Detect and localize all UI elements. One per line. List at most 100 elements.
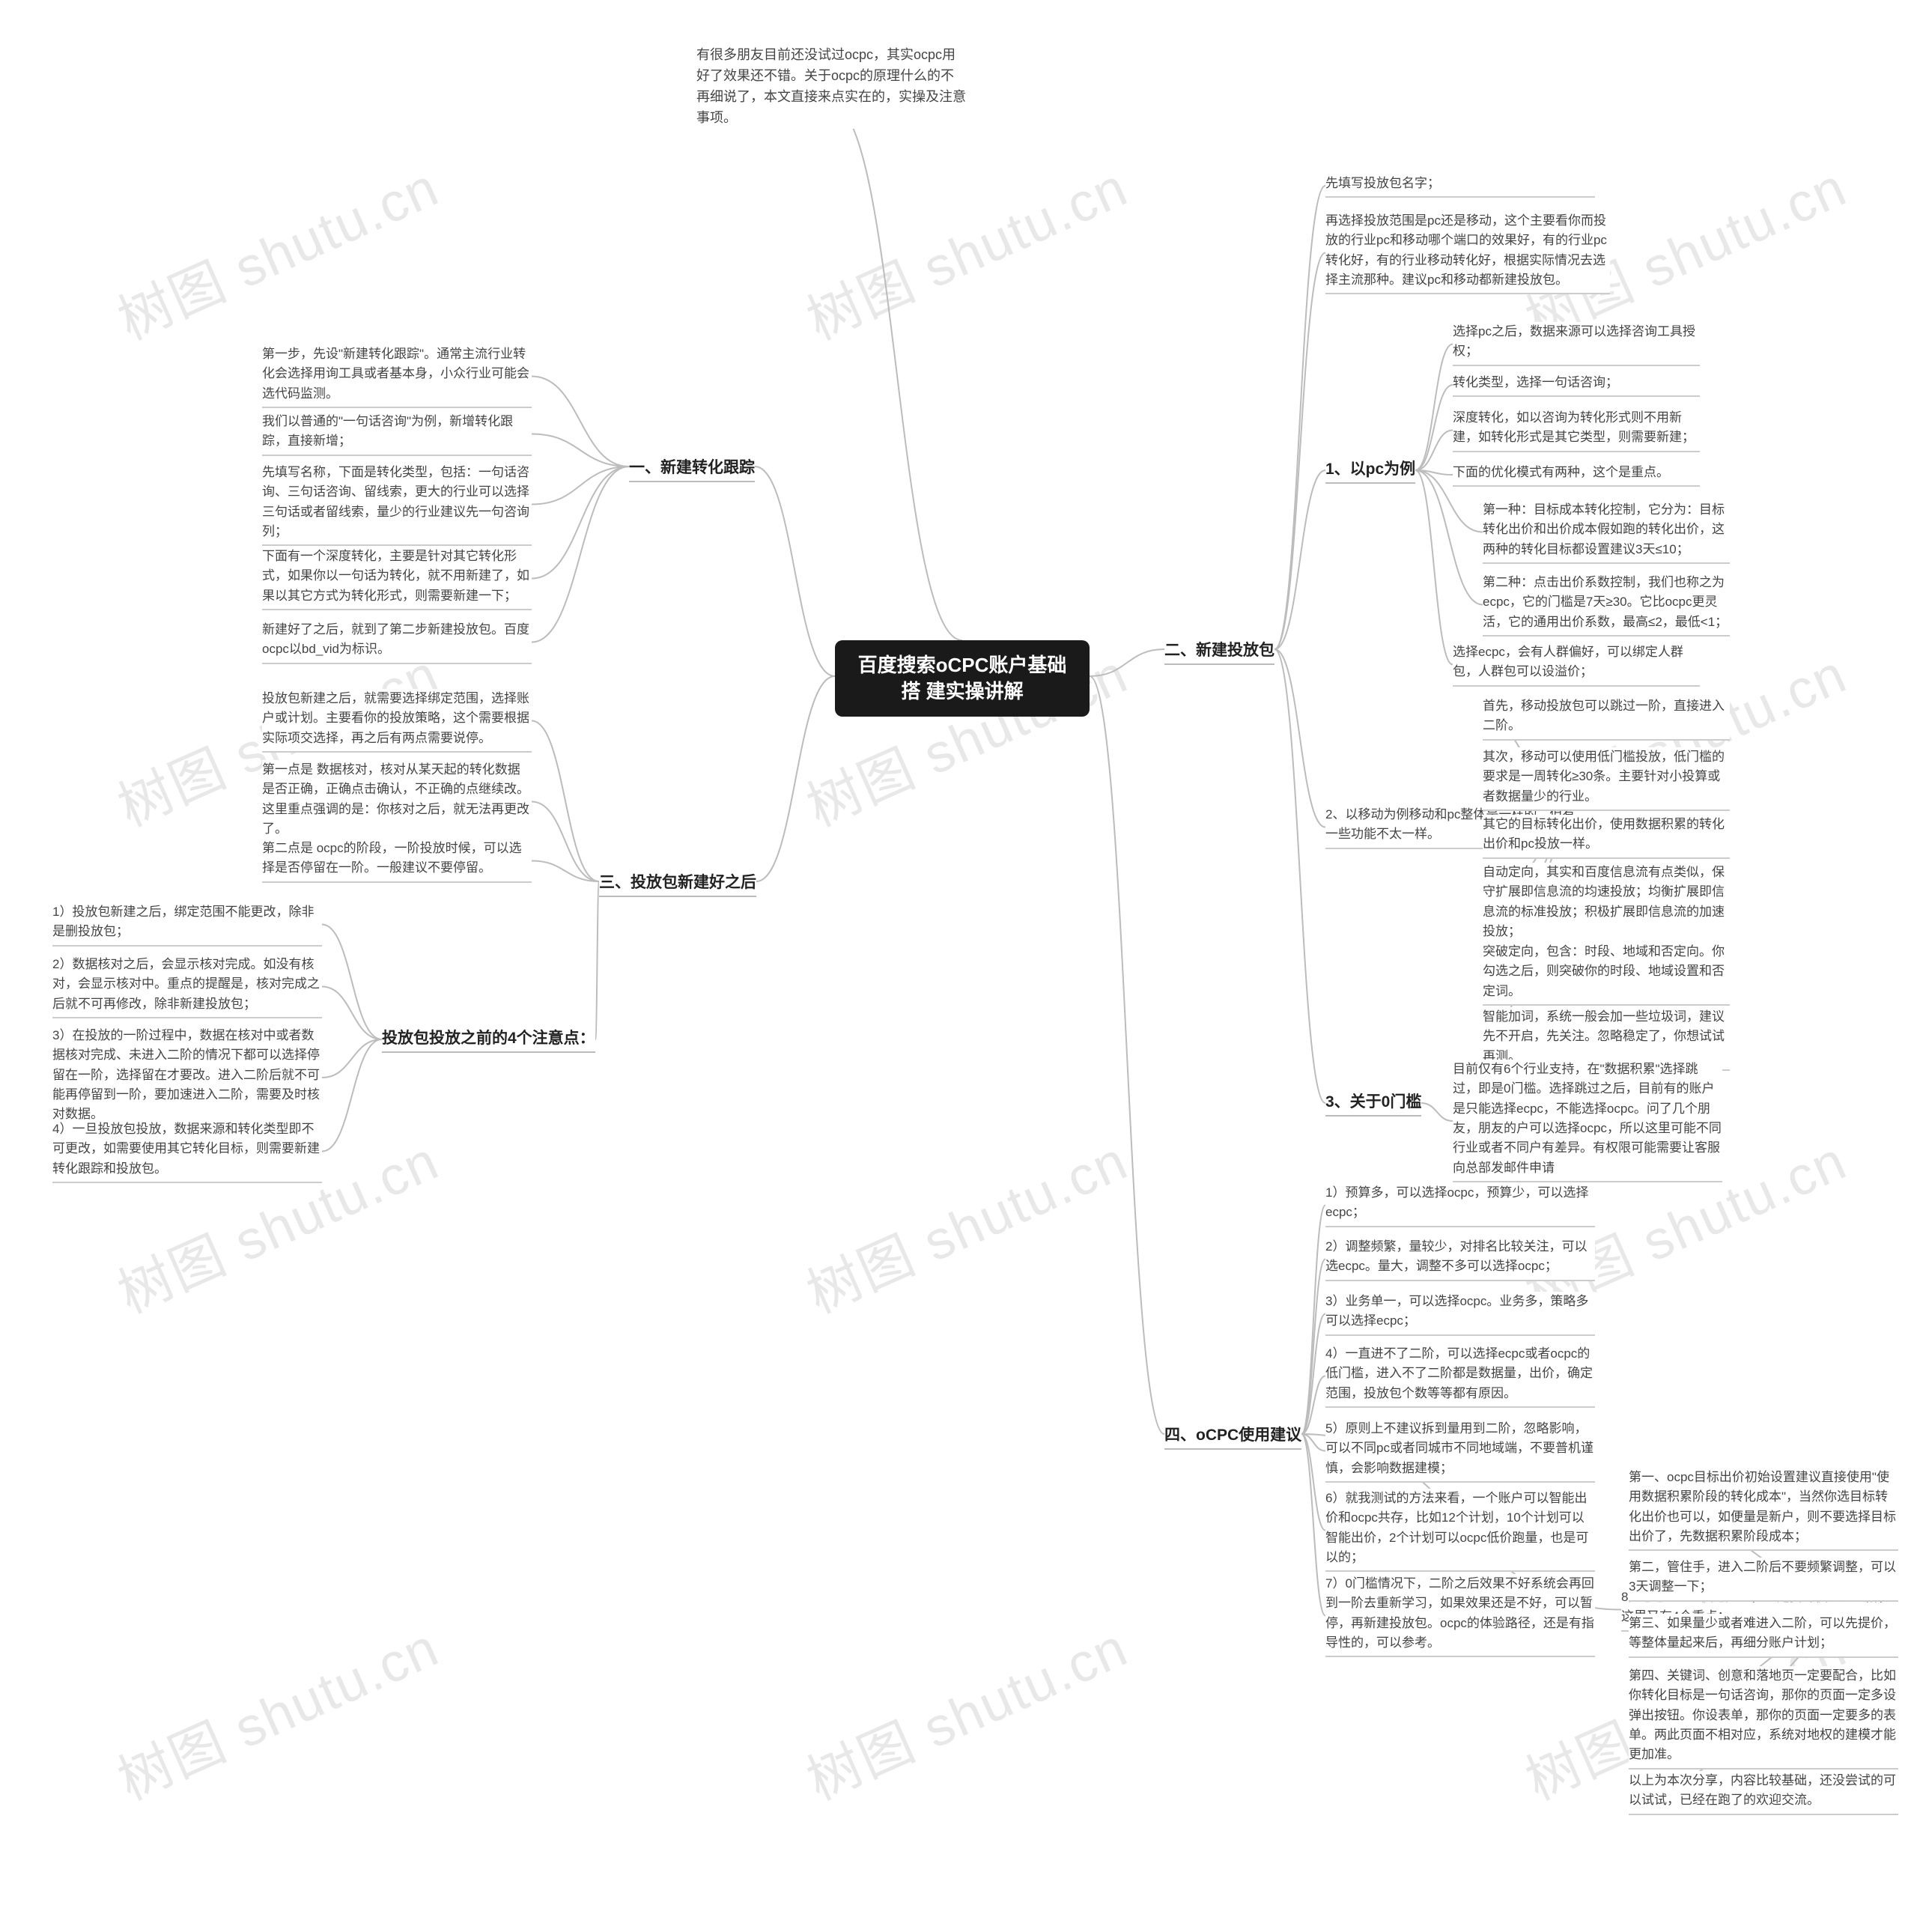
leaf-node: 第一步，先设"新建转化跟踪"。通常主流行业转化会选择用询工具或者基本身，小众行业… xyxy=(262,344,532,408)
node-label: 第三、如果量少或者难进入二阶，可以先提价，等整体量起来后，再细分账户计划； xyxy=(1629,1616,1896,1650)
leaf-node: 第二，管住手，进入二阶后不要频繁调整，可以3天调整一下； xyxy=(1629,1558,1898,1602)
node-label: 突破定向，包含：时段、地域和否定向。你勾选之后，则突破你的时段、地域设置和否定词… xyxy=(1483,944,1725,998)
watermark: 树图 shutu.cn xyxy=(103,1603,449,1814)
leaf-node: 第一种：目标成本转化控制，它分为：目标转化出价和出价成本假如跑的转化出价，这两种… xyxy=(1483,500,1730,564)
leaf-node: 投放包新建之后，就需要选择绑定范围，选择账户或计划。主要看你的投放策略，这个需要… xyxy=(262,689,532,753)
node-label: 二、新建投放包 xyxy=(1164,642,1275,659)
leaf-node: 5）原则上不建议拆到量用到二阶，忽略影响，可以不同pc或者同城市不同地域端，不要… xyxy=(1325,1419,1595,1483)
node-label: 1）预算多，可以选择ocpc，预算少，可以选择ecpc； xyxy=(1325,1185,1588,1219)
leaf-node: 下面的优化模式有两种，这个是重点。 xyxy=(1453,463,1700,487)
node-label: 首先，移动投放包可以跳过一阶，直接进入二阶。 xyxy=(1483,699,1725,732)
node-label: 先填写名称，下面是转化类型，包括：一句话咨询、三句话咨询、留线索，更大的行业可以… xyxy=(262,465,529,538)
node-label: 一、新建转化跟踪 xyxy=(629,459,755,476)
node-label: 6）就我测试的方法来看，一个账户可以智能出价和ocpc共存，比如12个计划，10… xyxy=(1325,1491,1588,1564)
leaf-node: 4）一旦投放包投放，数据来源和转化类型即不可更改，如需要使用其它转化目标，则需要… xyxy=(52,1120,322,1183)
leaf-node: 突破定向，包含：时段、地域和否定向。你勾选之后，则突破你的时段、地域设置和否定词… xyxy=(1483,942,1730,1006)
leaf-node: 2）数据核对之后，会显示核对完成。如没有核对，会显示核对中。重点的提醒是，核对完… xyxy=(52,955,322,1018)
leaf-node: 转化类型，选择一句话咨询； xyxy=(1453,373,1700,397)
leaf-node: 6）就我测试的方法来看，一个账户可以智能出价和ocpc共存，比如12个计划，10… xyxy=(1325,1489,1595,1572)
node-label: 再选择投放范围是pc还是移动，这个主要看你而投放的行业pc和移动哪个端口的效果好… xyxy=(1325,213,1607,287)
watermark: 树图 shutu.cn xyxy=(792,1117,1137,1328)
node-label: 下面有一个深度转化，主要是针对其它转化形式，如果你以一句话为转化，就不用新建了，… xyxy=(262,549,529,603)
watermark: 树图 shutu.cn xyxy=(792,1603,1137,1814)
node-label: 第一种：目标成本转化控制，它分为：目标转化出价和出价成本假如跑的转化出价，这两种… xyxy=(1483,502,1725,556)
node-label: 4）一直进不了二阶，可以选择ecpc或者ocpc的低门槛，进入不了二阶都是数据量… xyxy=(1325,1346,1593,1400)
node-label: 转化类型，选择一句话咨询； xyxy=(1453,375,1618,389)
leaf-node: 我们以普通的"一句话咨询"为例，新增转化跟踪，直接新增； xyxy=(262,412,532,456)
leaf-node: 再选择投放范围是pc还是移动，这个主要看你而投放的行业pc和移动哪个端口的效果好… xyxy=(1325,211,1610,294)
sub-branch-node: 3、关于0门槛 xyxy=(1325,1090,1421,1117)
node-label: 以上为本次分享，内容比较基础，还没尝试的可以试试，已经在跑了的欢迎交流。 xyxy=(1629,1773,1896,1807)
leaf-node: 新建好了之后，就到了第二步新建投放包。百度ocpc以bd_vid为标识。 xyxy=(262,620,532,664)
branch-node: 一、新建转化跟踪 xyxy=(629,455,755,482)
leaf-node: 自动定向，其实和百度信息流有点类似，保守扩展即信息流的均速投放；均衡扩展即信息流… xyxy=(1483,863,1730,946)
node-label: 3）业务单一，可以选择ocpc。业务多，策略多可以选择ecpc； xyxy=(1325,1294,1588,1328)
leaf-node: 首先，移动投放包可以跳过一阶，直接进入二阶。 xyxy=(1483,696,1730,741)
node-label: 四、oCPC使用建议 xyxy=(1164,1427,1301,1444)
leaf-node: 下面有一个深度转化，主要是针对其它转化形式，如果你以一句话为转化，就不用新建了，… xyxy=(262,547,532,610)
node-label: 第四、关键词、创意和落地页一定要配合，比如你转化目标是一句话咨询，那你的页面一定… xyxy=(1629,1668,1896,1761)
watermark: 树图 shutu.cn xyxy=(792,143,1137,354)
leaf-node: 选择pc之后，数据来源可以选择咨询工具授权； xyxy=(1453,322,1700,366)
node-label: 2）调整频繁，量较少，对排名比较关注，可以选ecpc。量大，调整不多可以选择oc… xyxy=(1325,1239,1587,1273)
node-label: 4）一旦投放包投放，数据来源和转化类型即不可更改，如需要使用其它转化目标，则需要… xyxy=(52,1122,320,1176)
leaf-node: 3）业务单一，可以选择ocpc。业务多，策略多可以选择ecpc； xyxy=(1325,1292,1595,1336)
leaf-node: 第二种：点击出价系数控制，我们也称之为ecpc，它的门槛是7天≥30。它比ocp… xyxy=(1483,573,1730,637)
node-label: 1）投放包新建之后，绑定范围不能更改，除非是删投放包； xyxy=(52,905,314,938)
leaf-node: 7）0门槛情况下，二阶之后效果不好系统会再回到一阶去重新学习，如果效果还是不好，… xyxy=(1325,1574,1595,1657)
sub-branch-node: 投放包投放之前的4个注意点： xyxy=(382,1026,595,1053)
leaf-node: 4）一直进不了二阶，可以选择ecpc或者ocpc的低门槛，进入不了二阶都是数据量… xyxy=(1325,1344,1595,1408)
node-label: 2）数据核对之后，会显示核对完成。如没有核对，会显示核对中。重点的提醒是，核对完… xyxy=(52,957,320,1011)
node-label: 7）0门槛情况下，二阶之后效果不好系统会再回到一阶去重新学习，如果效果还是不好，… xyxy=(1325,1576,1594,1650)
node-label: 选择ecpc，会有人群偏好，可以绑定人群包，人群包可以设溢价； xyxy=(1453,645,1683,678)
branch-node: 三、投放包新建好之后 xyxy=(599,870,756,897)
leaf-node: 选择ecpc，会有人群偏好，可以绑定人群包，人群包可以设溢价； xyxy=(1453,643,1700,687)
node-label: 投放包新建之后，就需要选择绑定范围，选择账户或计划。主要看你的投放策略，这个需要… xyxy=(262,691,529,745)
node-label: 第二种：点击出价系数控制，我们也称之为ecpc，它的门槛是7天≥30。它比ocp… xyxy=(1483,575,1728,629)
root-node: 百度搜索oCPC账户基础搭 建实操讲解 xyxy=(835,640,1090,717)
node-label: 其它的目标转化出价，使用数据积累的转化出价和pc投放一样。 xyxy=(1483,817,1725,851)
node-label: 第一、ocpc目标出价初始设置建议直接使用"使用数据积累阶段的转化成本"，当然你… xyxy=(1629,1470,1896,1543)
leaf-node: 深度转化，如以咨询为转化形式则不用新建，如转化形式是其它类型，则需要新建； xyxy=(1453,408,1700,452)
intro-text: 有很多朋友目前还没试过ocpc，其实ocpc用好了效果还不错。关于ocpc的原理… xyxy=(696,45,966,129)
node-label: 深度转化，如以咨询为转化形式则不用新建，如转化形式是其它类型，则需要新建； xyxy=(1453,410,1695,444)
node-label: 3、关于0门槛 xyxy=(1325,1093,1421,1111)
node-label: 先填写投放包名字； xyxy=(1325,176,1440,190)
node-label: 1、以pc为例 xyxy=(1325,461,1415,478)
node-label: 第一步，先设"新建转化跟踪"。通常主流行业转化会选择用询工具或者基本身，小众行业… xyxy=(262,347,529,401)
intro-content: 有很多朋友目前还没试过ocpc，其实ocpc用好了效果还不错。关于ocpc的原理… xyxy=(696,47,966,125)
sub-branch-node: 1、以pc为例 xyxy=(1325,457,1415,484)
leaf-node: 以上为本次分享，内容比较基础，还没尝试的可以试试，已经在跑了的欢迎交流。 xyxy=(1629,1771,1898,1815)
leaf-node: 1）投放包新建之后，绑定范围不能更改，除非是删投放包； xyxy=(52,902,322,947)
leaf-node: 目前仅有6个行业支持，在"数据积累"选择跳过，即是0门槛。选择跳过之后，目前有的… xyxy=(1453,1060,1722,1182)
node-label: 新建好了之后，就到了第二步新建投放包。百度ocpc以bd_vid为标识。 xyxy=(262,622,529,656)
watermark: 树图 shutu.cn xyxy=(103,143,449,354)
node-label: 第一点是 数据核对，核对从某天起的转化数据是否正确，正确点击确认，不正确的点继续… xyxy=(262,762,529,836)
node-label: 智能加词，系统一般会加一些垃圾词，建议先不开启，先关注。忽略稳定了，你想试试再测… xyxy=(1483,1009,1725,1063)
branch-node: 二、新建投放包 xyxy=(1164,638,1275,665)
leaf-node: 2）调整频繁，量较少，对排名比较关注，可以选ecpc。量大，调整不多可以选择oc… xyxy=(1325,1237,1595,1281)
node-label: 自动定向，其实和百度信息流有点类似，保守扩展即信息流的均速投放；均衡扩展即信息流… xyxy=(1483,865,1725,938)
node-label: 5）原则上不建议拆到量用到二阶，忽略影响，可以不同pc或者同城市不同地域端，不要… xyxy=(1325,1421,1594,1475)
node-label: 第二点是 ocpc的阶段，一阶投放时候，可以选择是否停留在一阶。一般建议不要停留… xyxy=(262,841,522,875)
root-label: 百度搜索oCPC账户基础搭 建实操讲解 xyxy=(858,654,1067,702)
leaf-node: 第二点是 ocpc的阶段，一阶投放时候，可以选择是否停留在一阶。一般建议不要停留… xyxy=(262,839,532,883)
node-label: 下面的优化模式有两种，这个是重点。 xyxy=(1453,465,1669,479)
leaf-node: 1）预算多，可以选择ocpc，预算少，可以选择ecpc； xyxy=(1325,1183,1595,1227)
leaf-node: 第一、ocpc目标出价初始设置建议直接使用"使用数据积累阶段的转化成本"，当然你… xyxy=(1629,1468,1898,1551)
leaf-node: 第三、如果量少或者难进入二阶，可以先提价，等整体量起来后，再细分账户计划； xyxy=(1629,1614,1898,1658)
leaf-node: 第四、关键词、创意和落地页一定要配合，比如你转化目标是一句话咨询，那你的页面一定… xyxy=(1629,1666,1898,1770)
leaf-node: 其次，移动可以使用低门槛投放，低门槛的要求是一周转化≥30条。主要针对小投算或者… xyxy=(1483,747,1730,811)
node-label: 3）在投放的一阶过程中，数据在核对中或者数据核对完成、未进入二阶的情况下都可以选… xyxy=(52,1028,320,1121)
node-label: 其次，移动可以使用低门槛投放，低门槛的要求是一周转化≥30条。主要针对小投算或者… xyxy=(1483,750,1725,804)
leaf-node: 先填写投放包名字； xyxy=(1325,174,1595,198)
leaf-node: 其它的目标转化出价，使用数据积累的转化出价和pc投放一样。 xyxy=(1483,815,1730,859)
node-label: 三、投放包新建好之后 xyxy=(599,874,756,891)
branch-node: 四、oCPC使用建议 xyxy=(1164,1423,1301,1450)
leaf-node: 3）在投放的一阶过程中，数据在核对中或者数据核对完成、未进入二阶的情况下都可以选… xyxy=(52,1026,322,1129)
node-label: 我们以普通的"一句话咨询"为例，新增转化跟踪，直接新增； xyxy=(262,414,513,448)
node-label: 投放包投放之前的4个注意点： xyxy=(382,1030,595,1047)
node-label: 目前仅有6个行业支持，在"数据积累"选择跳过，即是0门槛。选择跳过之后，目前有的… xyxy=(1453,1062,1722,1175)
leaf-node: 先填写名称，下面是转化类型，包括：一句话咨询、三句话咨询、留线索，更大的行业可以… xyxy=(262,463,532,546)
node-label: 选择pc之后，数据来源可以选择咨询工具授权； xyxy=(1453,324,1695,358)
